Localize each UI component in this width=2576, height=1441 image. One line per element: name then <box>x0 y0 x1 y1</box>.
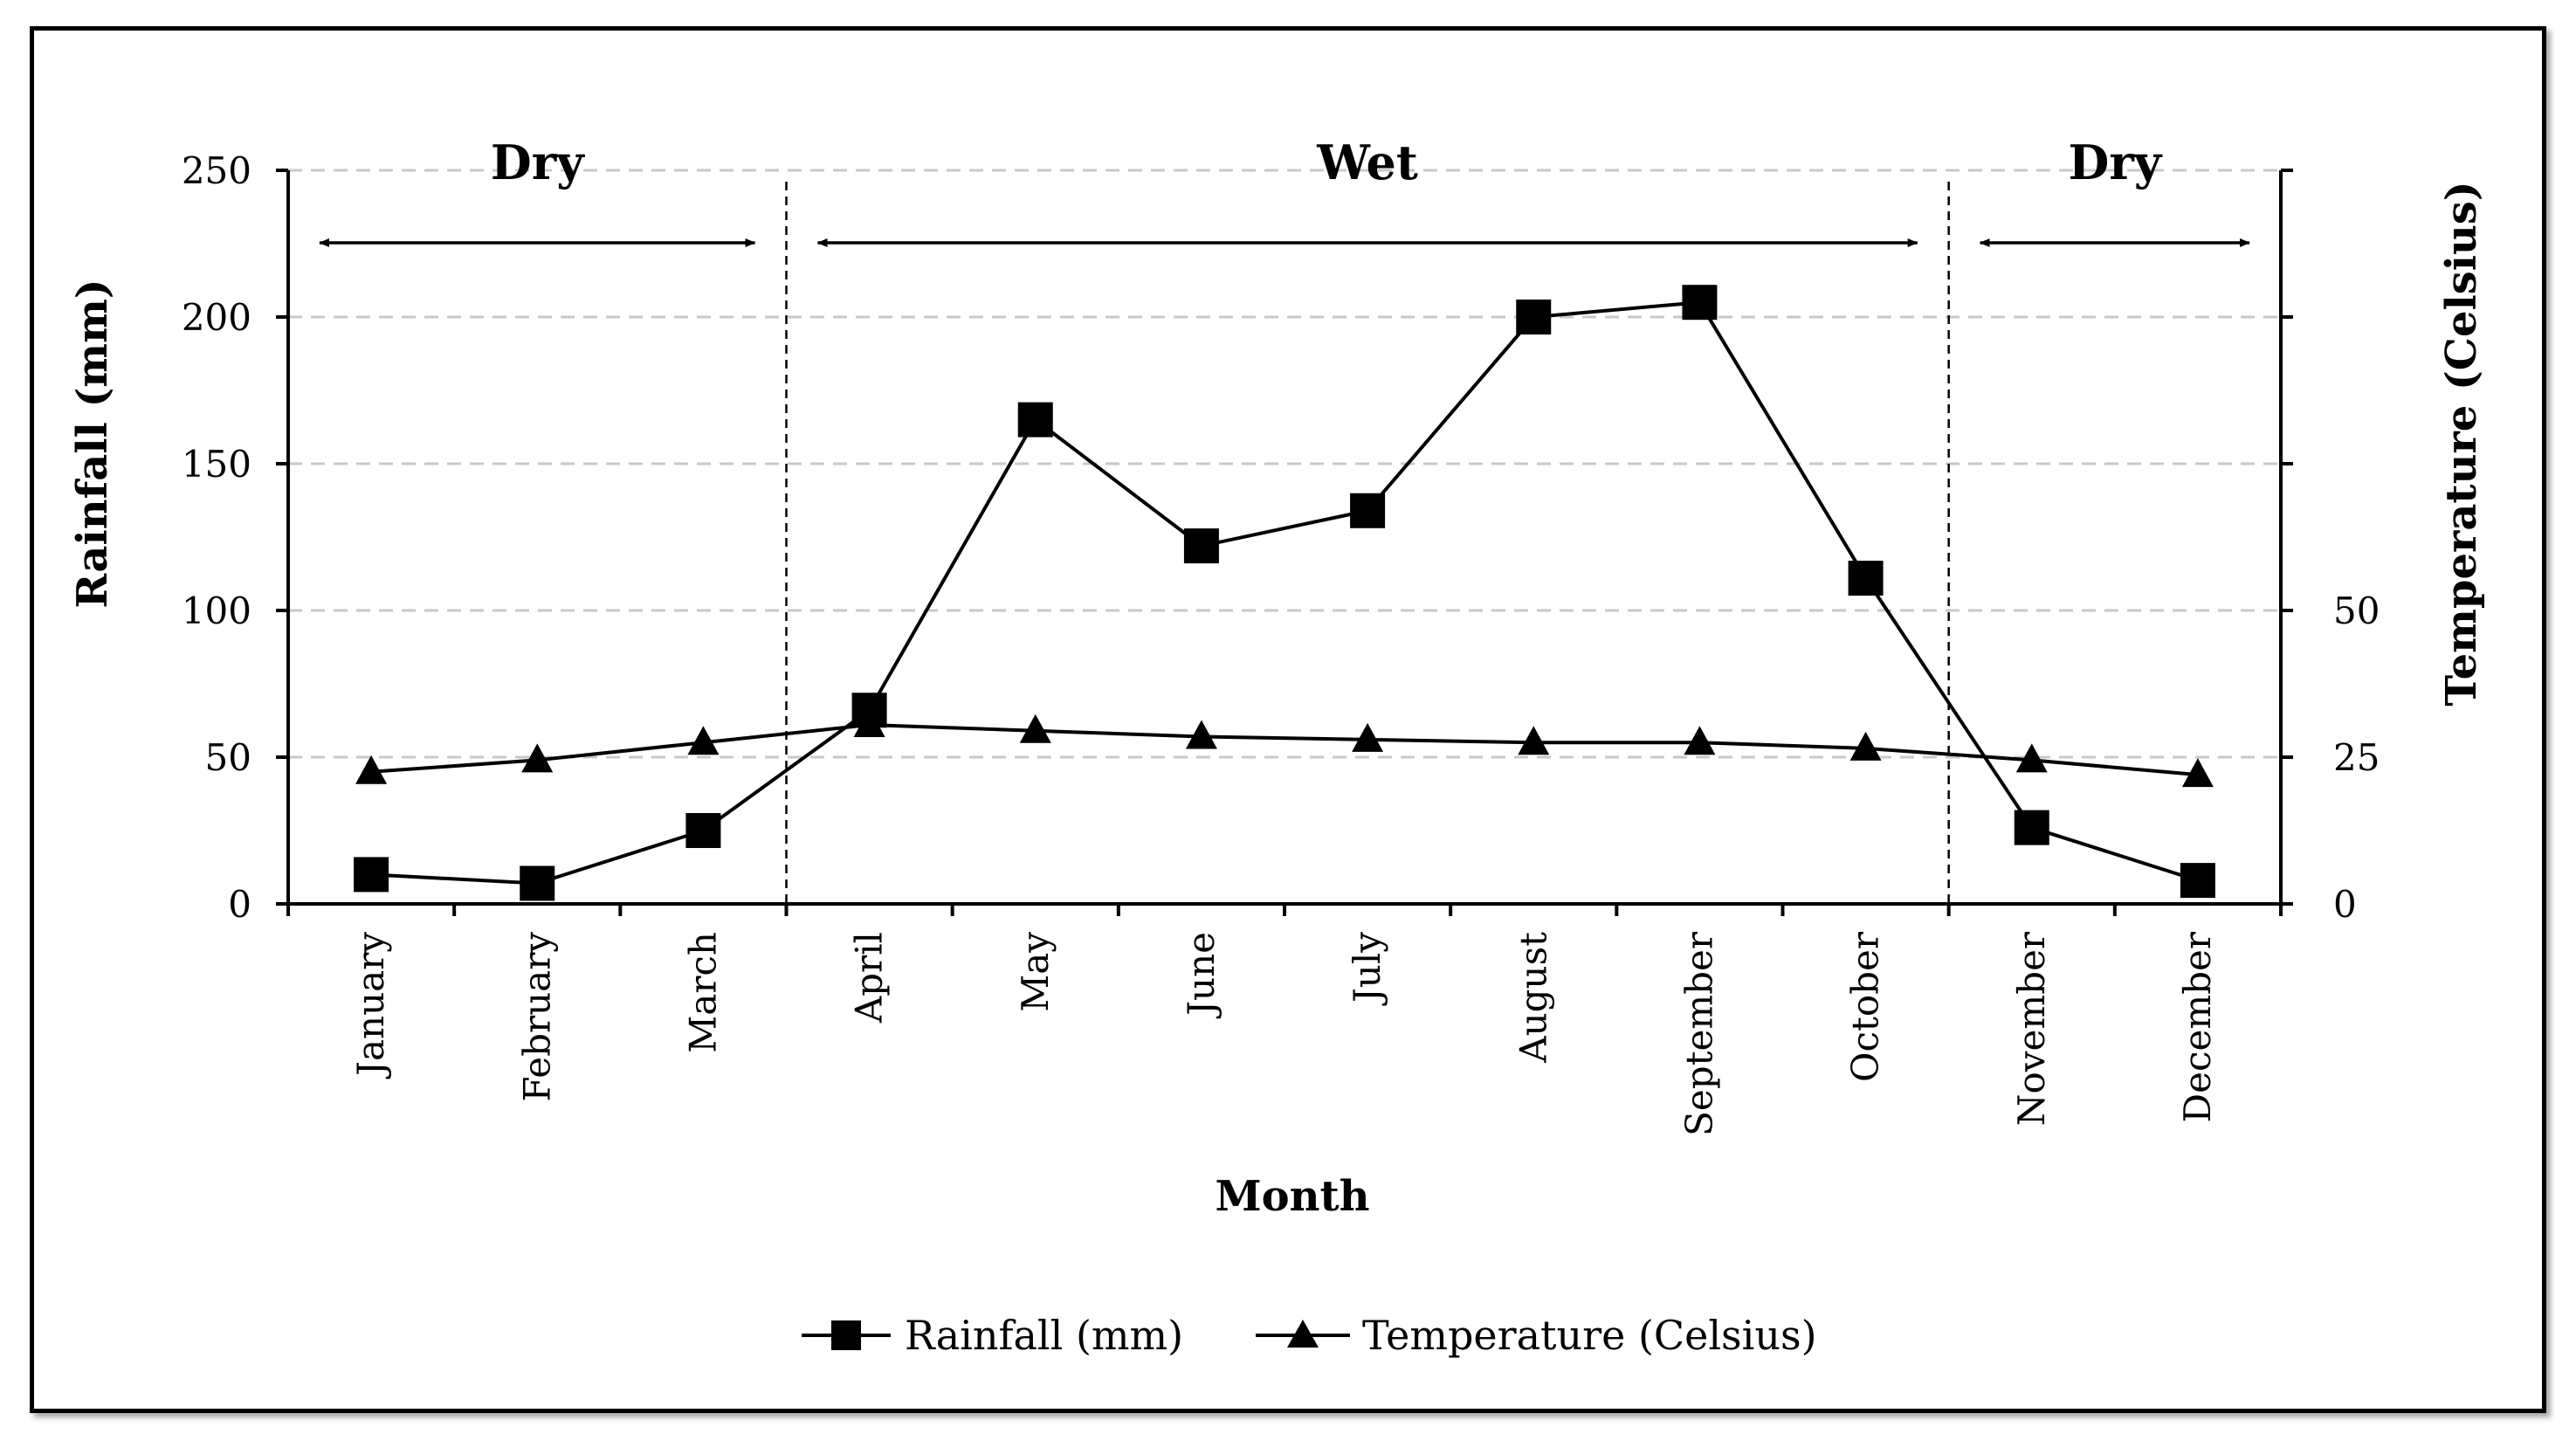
rainfall-point <box>1516 300 1552 334</box>
period-label: Dry <box>491 134 585 190</box>
rainfall-point <box>1682 285 1718 321</box>
y2-axis-title: Temperature (Celsius) <box>2437 181 2486 706</box>
temperature-point <box>853 708 885 738</box>
legend-rainfall-label: Rainfall (mm) <box>905 1312 1183 1359</box>
data-series <box>354 285 2215 901</box>
y2-tick-label: 50 <box>2333 590 2380 632</box>
rainfall-point <box>1017 402 1053 438</box>
legend: Rainfall (mm) Temperature (Celsius) <box>802 1312 1817 1359</box>
x-tick-label: November <box>2010 931 2053 1126</box>
temperature-point <box>521 743 554 773</box>
legend-temperature-marker <box>1287 1320 1319 1348</box>
rainfall-point <box>2014 810 2049 845</box>
y-axis-title: Rainfall (mm) <box>68 279 117 608</box>
rainfall-line <box>370 300 2199 886</box>
axes: 0 50 100 150 200 250 0 25 50 January February March… <box>182 149 2380 1136</box>
y-tick-label: 200 <box>182 296 251 339</box>
period-label: Wet <box>1316 134 1418 190</box>
rainfall-point <box>1848 561 1884 596</box>
x-tick-label: July <box>1346 932 1388 1006</box>
period-label: Dry <box>2069 134 2163 190</box>
rainfall-point <box>1350 493 1386 528</box>
y-tick-label: 250 <box>182 149 251 192</box>
x-tick-label: August <box>1512 932 1554 1064</box>
temperature-point <box>355 755 388 784</box>
y-tick-label: 50 <box>205 736 251 779</box>
rainfall-point <box>685 813 721 848</box>
y-tick-label: 0 <box>228 883 251 926</box>
temperature-point <box>1684 726 1716 755</box>
x-axis-title: Month <box>1215 1172 1369 1221</box>
temperature-point <box>2015 743 2048 773</box>
x-tick-label: December <box>2176 931 2219 1122</box>
temperature-point <box>687 726 720 755</box>
temperature-point <box>1019 714 1051 743</box>
period-annotations: Dry Wet Dry <box>319 134 2250 904</box>
rainfall-point <box>354 857 389 893</box>
x-tick-label: June <box>1180 932 1223 1019</box>
x-tick-label: October <box>1844 931 1887 1082</box>
chart-frame <box>30 26 2546 1413</box>
temperature-line <box>370 723 2199 777</box>
temperature-point <box>1518 726 1550 755</box>
y2-tick-label: 25 <box>2333 736 2380 779</box>
x-tick-label: March <box>681 932 724 1053</box>
temperature-point <box>1185 720 1217 749</box>
temperature-point <box>1352 722 1384 752</box>
y2-tick-label: 0 <box>2333 883 2357 926</box>
legend-temperature-label: Temperature (Celsius) <box>1362 1312 1817 1359</box>
y-tick-label: 150 <box>182 443 251 486</box>
rainfall-point <box>520 865 555 901</box>
rainfall-point <box>1183 528 1219 564</box>
y-tick-label: 100 <box>182 590 251 632</box>
temperature-point <box>1849 731 1882 761</box>
gridlines <box>288 169 2281 759</box>
rainfall-point <box>2180 863 2215 899</box>
x-tick-label: February <box>515 932 558 1102</box>
x-tick-label: September <box>1677 931 1720 1136</box>
x-tick-label: May <box>1014 932 1057 1012</box>
legend-rainfall-marker <box>831 1320 861 1350</box>
temperature-point <box>2181 758 2214 788</box>
x-tick-label: January <box>349 932 392 1079</box>
x-tick-label: April <box>848 932 891 1024</box>
